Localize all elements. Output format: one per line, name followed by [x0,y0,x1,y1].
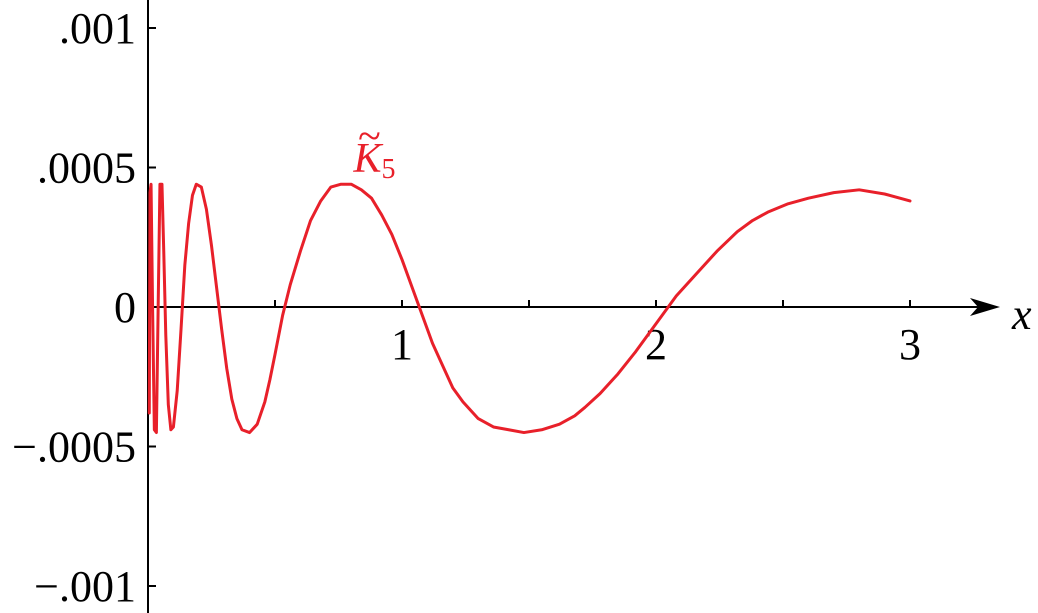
x-axis-arrow-icon [970,298,1000,316]
x-ticks: 1 2 3 [274,300,921,369]
series-label-accent: ~ [358,114,381,160]
x-tick-label: 3 [899,320,921,369]
series-label-base: K [353,136,384,182]
x-tick-label: 1 [391,320,413,369]
x-axis-label: x [1011,290,1032,339]
series-label: ~K 5 [353,114,396,185]
series-layer: ~K 5 [147,114,912,435]
y-tick-label: .001 [59,4,136,53]
axes: x [147,0,1032,613]
x-tick-label: 2 [645,320,667,369]
series-line [147,182,912,435]
y-tick-label: −.001 [34,562,136,611]
y-tick-label: 0 [114,283,136,332]
y-tick-label: .0005 [37,144,136,193]
y-tick-label: −.0005 [12,423,136,472]
series-label-subscript: 5 [382,154,396,185]
y-ticks: .001 .0005 0 −.0005 −.001 [12,4,156,611]
